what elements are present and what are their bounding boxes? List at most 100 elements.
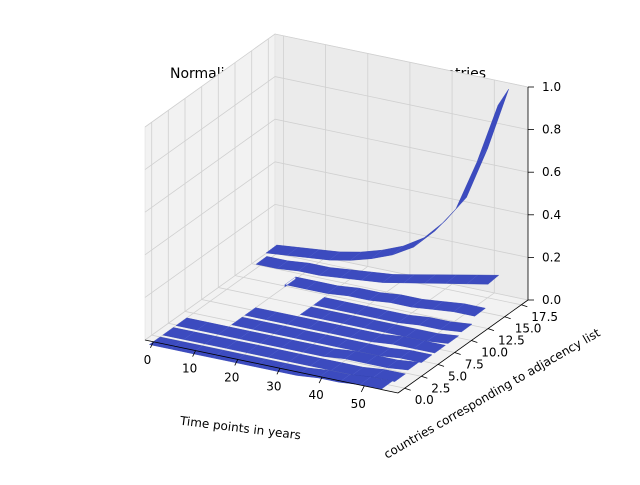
surface-mesh-line: [394, 373, 406, 382]
surface-mesh-line: [275, 363, 287, 372]
surface-mesh-line: [286, 316, 298, 325]
surface-mesh-line: [252, 321, 264, 330]
surface-mesh-line: [170, 341, 182, 350]
surface-mesh-line: [432, 301, 444, 310]
surface-mesh-line: [296, 367, 308, 376]
surface-mesh-line: [310, 358, 322, 367]
surface-mesh-line: [355, 306, 367, 315]
x-tick-label: 30: [266, 379, 281, 393]
axis-lines: [144, 87, 529, 394]
surface-mesh-line: [284, 278, 296, 287]
surface-mesh-line: [260, 335, 272, 344]
surface-mesh-line: [434, 220, 446, 232]
surface-mesh-line: [390, 294, 402, 303]
surface-mesh-line: [273, 325, 285, 334]
surface-mesh-line: [331, 362, 343, 371]
surface-mesh-line: [323, 348, 335, 357]
surface-mesh-line: [447, 335, 459, 344]
surface-mesh-line: [340, 269, 352, 278]
x-axis-label: Time points in years: [178, 414, 301, 443]
x-tick-mark: [192, 350, 196, 357]
z-tick-label: 0.2: [542, 250, 561, 264]
x-tick-mark: [150, 341, 154, 348]
surface-mesh-line: [411, 299, 423, 308]
surface-mesh-line: [474, 308, 486, 317]
grid-z: [144, 118, 529, 213]
y-tick-label: 0.0: [415, 393, 434, 407]
surface-mesh-line: [244, 307, 256, 316]
surface-mesh-line: [162, 327, 174, 336]
surface-mesh-line: [376, 310, 388, 319]
surface-mesh-line: [284, 276, 296, 285]
surface-mesh-line: [357, 343, 369, 352]
surface-mesh-line: [246, 344, 258, 353]
y-tick-mark: [487, 328, 495, 331]
surface-mesh-line: [405, 328, 417, 337]
x-tick-mark: [234, 359, 239, 366]
surface-mesh-line: [497, 88, 509, 106]
surface-mesh-line: [392, 245, 404, 256]
surface-mesh-line: [360, 376, 372, 385]
surface-mesh-line: [218, 326, 230, 335]
surface-mesh-line: [487, 275, 499, 285]
x-tick-mark: [360, 385, 365, 393]
x-ticks: 0 10 20 30 40 50: [144, 341, 366, 411]
z-tick-label: 1.0: [542, 80, 561, 94]
surface-mesh-line: [363, 320, 375, 329]
surface-mesh-line: [302, 344, 314, 353]
surface-mesh-line: [350, 329, 362, 338]
surface-mesh-line: [466, 274, 478, 285]
y-ticks: 0.02.55.07.510.012.515.017.5: [404, 304, 558, 407]
y-tick-mark: [421, 375, 428, 379]
surface-mesh-line: [315, 334, 327, 343]
surface-mesh-line: [352, 367, 364, 375]
surface-mesh-line: [191, 345, 203, 354]
grid-z: [144, 76, 529, 170]
y-tick-mark: [504, 316, 511, 320]
surface-mesh-line: [197, 322, 208, 331]
surface-mesh-line: [308, 249, 320, 258]
x-tick-mark: [318, 376, 323, 384]
surface-mesh-line: [183, 331, 195, 340]
surface-mesh-line: [369, 292, 381, 301]
surface-mesh-line: [403, 274, 415, 284]
x-tick-label: 0: [144, 353, 152, 367]
surface-mesh-line: [149, 336, 161, 345]
y-tick-label: 17.5: [531, 310, 558, 324]
y-tick-mark: [404, 387, 411, 391]
surface-mesh-line: [379, 347, 391, 356]
grid-z: [144, 33, 529, 128]
y-tick-label: 2.5: [431, 381, 450, 395]
surface-mesh-line: [308, 320, 320, 329]
surface-mesh-line: [336, 339, 348, 348]
surface-mesh-line: [421, 354, 433, 363]
surface-mesh-line: [233, 354, 245, 363]
surface-mesh-line: [281, 339, 293, 348]
surface-mesh-line: [419, 317, 431, 326]
surface-mesh-line: [298, 262, 310, 272]
surface-mesh-line: [319, 267, 331, 276]
y-tick-mark: [521, 304, 528, 308]
surface-mesh-line: [313, 297, 325, 306]
y-axis-line: [397, 299, 529, 394]
surface-mesh-line: [321, 311, 333, 320]
surface-mesh-line: [434, 345, 446, 354]
surface-mesh-line: [424, 274, 436, 284]
surface-mesh-line: [334, 301, 346, 310]
y-tick-mark: [454, 352, 461, 355]
surface-mesh-line: [445, 274, 457, 284]
z-tick-label: 0.4: [542, 208, 561, 222]
x-tick-label: 50: [351, 397, 366, 411]
x-axis-line: [144, 339, 399, 394]
surface-mesh-line: [413, 340, 425, 349]
surface-mesh-line: [225, 340, 237, 349]
surface-mesh-line: [426, 333, 438, 342]
surface-mesh-line: [392, 336, 404, 345]
surface-mesh-line: [344, 350, 356, 359]
surface-mesh-line: [453, 303, 465, 312]
surface-mesh-line: [212, 350, 224, 359]
surface-mesh-line: [386, 359, 398, 368]
y-tick-mark: [437, 364, 445, 367]
